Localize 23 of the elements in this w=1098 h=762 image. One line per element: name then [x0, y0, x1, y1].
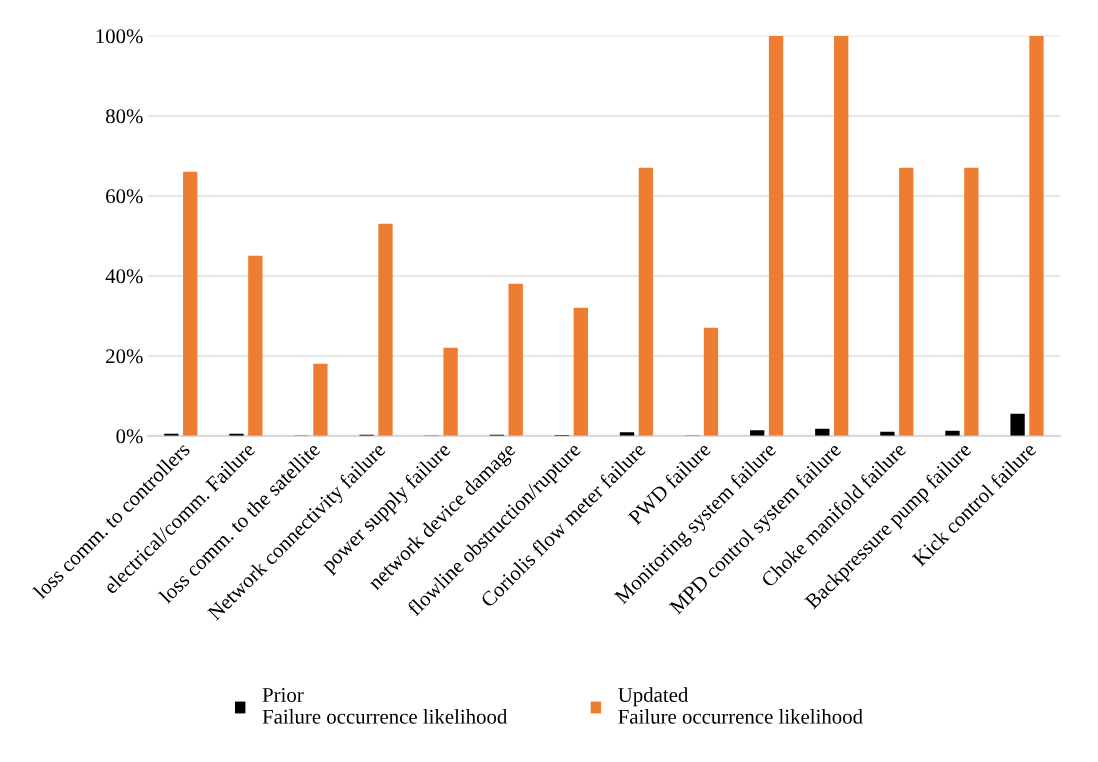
bar — [1010, 413, 1025, 436]
y-tick-label: 0% — [116, 429, 143, 444]
y-tick-label: 20% — [106, 349, 143, 364]
bar — [573, 307, 588, 436]
bar — [1029, 35, 1044, 436]
y-tick-label: 80% — [105, 109, 143, 124]
bar — [703, 327, 719, 436]
bar — [313, 363, 328, 436]
bar — [964, 167, 979, 436]
bar — [899, 167, 914, 436]
bar — [248, 255, 263, 436]
y-tick-label: 40% — [105, 269, 143, 284]
bar — [834, 35, 849, 436]
bar — [638, 167, 654, 436]
bar — [508, 283, 523, 436]
y-tick-label: 60% — [106, 189, 143, 204]
y-tick-label: 100% — [96, 29, 143, 44]
legend-label: Updated Failure occurrence likelihood — [618, 687, 863, 724]
bar — [378, 223, 393, 436]
bar — [183, 171, 198, 436]
bar — [768, 35, 784, 436]
legend-label: Prior Failure occurrence likelihood — [262, 687, 508, 724]
bar — [443, 347, 458, 436]
